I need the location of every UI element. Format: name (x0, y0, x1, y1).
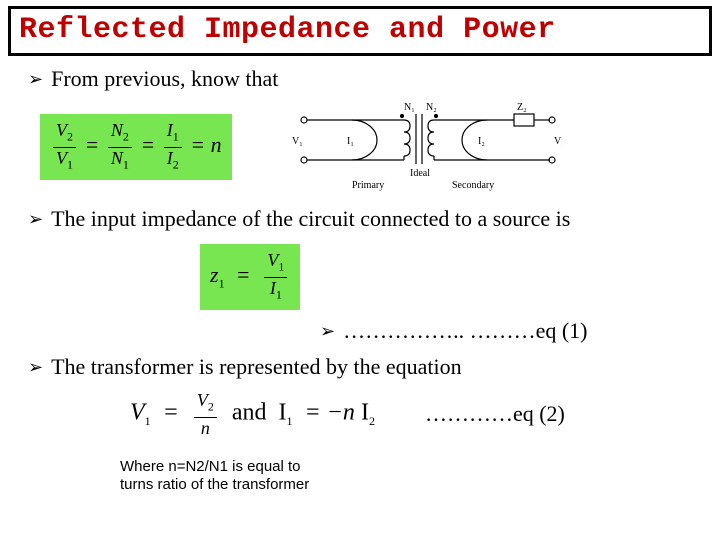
eq3: V1 = V2 n and I1 = −n I2 (130, 390, 375, 438)
eq2-highlight: z1 = V1 I1 (200, 244, 300, 310)
eq-ref-2: …………eq (2) (425, 401, 565, 427)
bullet-icon: ➢ (320, 318, 335, 344)
circuit-i1-label: I₁ (347, 136, 354, 147)
eq2: z1 = V1 I1 (210, 262, 290, 287)
bullet-icon: ➢ (28, 66, 43, 92)
eq3-row: V1 = V2 n and I1 = −n I2 …………eq (2) (130, 390, 720, 438)
circuit-primary-label: Primary (352, 180, 384, 191)
eq2-wrap: z1 = V1 I1 (200, 244, 720, 310)
eq1-and-circuit: V2 V1 = N2 N1 = I1 I2 = n (40, 102, 720, 192)
circuit-v1-label: V₁ (292, 136, 303, 147)
eq1-highlight: V2 V1 = N2 N1 = I1 I2 = n (40, 114, 232, 180)
circuit-n1-label: N₁ (404, 102, 415, 113)
bullet-1: ➢ From previous, know that (28, 66, 720, 92)
bullet-1-text: From previous, know that (51, 66, 278, 92)
eq-ref-1-row: ➢ …………….. ………eq (1) (320, 318, 720, 344)
circuit-z2-label: Z₂ (517, 102, 527, 113)
eq-ref-1: …………….. ………eq (1) (343, 318, 587, 344)
bullet-icon: ➢ (28, 206, 43, 232)
title-box: Reflected Impedance and Power (8, 6, 712, 56)
circuit-i2-label: I₂ (478, 136, 485, 147)
bullet-icon: ➢ (28, 354, 43, 380)
bullet-2-text: The input impedance of the circuit conne… (51, 206, 570, 232)
transformer-circuit-diagram: V₁ I₁ N₁ N₂ I₂ Z₂ V₂ Ideal Primary Secon… (292, 102, 562, 192)
circuit-n2-label: N₂ (426, 102, 437, 113)
circuit-secondary-label: Secondary (452, 180, 494, 191)
circuit-v2-label: V₂ (554, 136, 562, 147)
bullet-3-text: The transformer is represented by the eq… (51, 354, 462, 380)
circuit-ideal-label: Ideal (410, 168, 430, 179)
bullet-3: ➢ The transformer is represented by the … (28, 354, 720, 380)
page-title: Reflected Impedance and Power (19, 13, 701, 47)
footnote: Where n=N2/N1 is equal to turns ratio of… (120, 458, 320, 494)
eq1: V2 V1 = N2 N1 = I1 I2 = n (50, 132, 222, 157)
bullet-2: ➢ The input impedance of the circuit con… (28, 206, 720, 232)
